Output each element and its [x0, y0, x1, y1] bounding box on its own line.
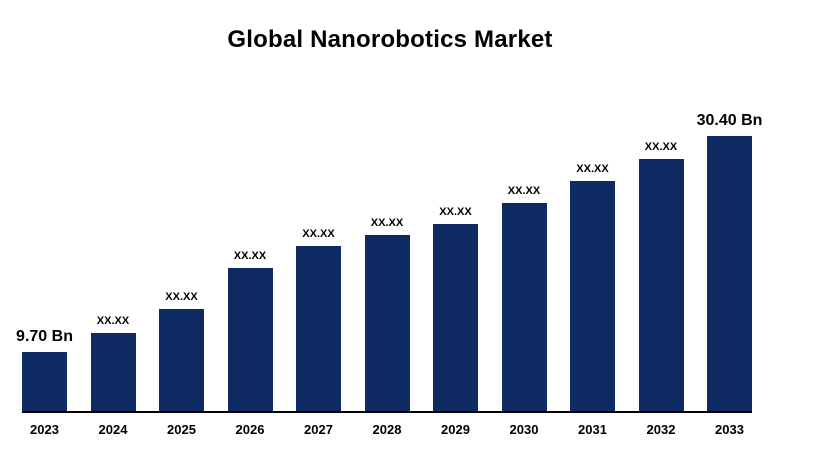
bar-value-label: XX.XX	[439, 206, 472, 218]
x-axis-label: 2030	[509, 422, 539, 437]
bar-2033	[707, 136, 752, 411]
bar-value-label: XX.XX	[165, 291, 198, 304]
bar-value-label: XX.XX	[507, 185, 541, 198]
bars-row: 9.70 Bn XX.XX XX.XX XX.XX XX.XX XX.XX XX.XX XX.…	[16, 88, 762, 413]
bar-value-label: 9.70 Bn	[16, 327, 73, 345]
bar-group: XX.XX	[501, 88, 547, 411]
bar-group: XX.XX	[227, 88, 273, 411]
bar-2023	[22, 351, 67, 411]
x-axis-row: 2023 2024 2025 2026 2027 2028 2029 2030 2031 2032…	[22, 413, 752, 437]
x-axis-label: 2028	[372, 422, 402, 437]
bar-value-label: XX.XX	[576, 163, 609, 176]
bar-2032	[638, 159, 684, 411]
bar-value-label: 30.40 Bn	[696, 112, 763, 129]
bar-value-label: XX.XX	[233, 250, 267, 262]
bar-2025	[159, 309, 204, 411]
bar-2028	[364, 235, 410, 411]
bar-group: XX.XX	[570, 88, 615, 411]
bar-value-label: XX.XX	[302, 228, 335, 240]
x-axis-label: 2026	[235, 422, 265, 437]
plot-area: 9.70 Bn XX.XX XX.XX XX.XX XX.XX XX.XX XX.XX XX.…	[16, 88, 762, 437]
bar-2026	[227, 268, 273, 411]
x-axis-label: 2023	[30, 422, 59, 437]
bar-2024	[90, 332, 136, 411]
bar-2027	[296, 246, 341, 411]
x-axis-label: 2032	[646, 422, 676, 437]
bar-group: XX.XX	[159, 88, 204, 411]
bar-group: XX.XX	[90, 88, 136, 411]
x-axis-label: 2033	[715, 422, 744, 437]
bar-group: 9.70 Bn	[16, 88, 73, 411]
x-axis-label: 2031	[578, 422, 607, 437]
x-axis-label: 2029	[441, 422, 470, 437]
bar-2029	[433, 224, 478, 411]
bar-group: XX.XX	[364, 88, 410, 411]
x-axis-label: 2024	[98, 422, 128, 437]
bar-2030	[501, 203, 547, 411]
chart-title: Global Nanorobotics Market	[227, 26, 553, 53]
bar-value-label: XX.XX	[644, 141, 678, 154]
bar-value-label: XX.XX	[96, 314, 130, 327]
bar-2031	[570, 181, 615, 411]
bar-group: XX.XX	[638, 88, 684, 411]
bar-value-label: XX.XX	[370, 217, 404, 229]
bar-group: XX.XX	[433, 88, 478, 411]
bar-group: XX.XX	[296, 88, 341, 411]
bar-group: 30.40 Bn	[697, 88, 762, 411]
x-axis-label: 2027	[304, 422, 333, 437]
x-axis-label: 2025	[167, 422, 196, 437]
